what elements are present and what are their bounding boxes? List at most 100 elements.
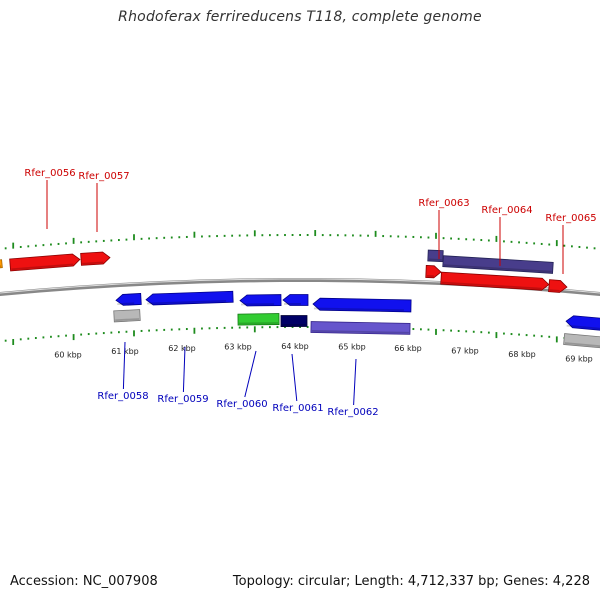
gene-arrow-shade: [428, 258, 442, 261]
gene-arrow-shade: [117, 302, 135, 306]
minor-tick: [50, 243, 52, 246]
gene-leader-line: [182, 346, 186, 393]
major-tick: [435, 232, 437, 239]
gene-arrow-shade: [282, 324, 307, 326]
minor-tick: [231, 326, 234, 329]
minor-tick: [118, 331, 120, 334]
minor-tick: [246, 326, 249, 329]
gene-arrow: [565, 315, 600, 332]
minor-tick: [518, 333, 520, 336]
gene-arrow: [237, 313, 280, 326]
gene-leader-line: [122, 341, 126, 390]
gene-arrow-shade: [426, 274, 434, 278]
minor-tick: [397, 235, 400, 238]
gene-label: Rfer_0062: [327, 407, 378, 418]
outer-tick-row: [4, 230, 596, 250]
minor-tick: [19, 245, 22, 248]
minor-tick: [19, 338, 22, 341]
minor-tick: [284, 234, 286, 237]
gene-arrow-shade: [311, 330, 409, 334]
gene-arrow-shade: [549, 289, 560, 292]
minor-tick: [185, 235, 188, 238]
minor-tick: [87, 333, 90, 336]
gene-arrow: [80, 251, 111, 266]
minor-tick: [216, 327, 218, 330]
minor-tick: [299, 234, 301, 236]
gene-label: Rfer_0057: [78, 171, 129, 182]
major-tick: [253, 326, 256, 333]
minor-tick: [284, 326, 286, 329]
gene-label: Rfer_0065: [545, 213, 596, 224]
kbp-scale-label: 64 kbp: [281, 342, 309, 351]
minor-tick: [465, 330, 468, 333]
minor-tick: [480, 331, 483, 334]
minor-tick: [578, 245, 581, 248]
minor-tick: [306, 326, 309, 329]
gene-arrow-shade: [284, 303, 302, 305]
minor-tick: [382, 235, 385, 238]
minor-tick: [450, 329, 452, 332]
minor-tick: [238, 326, 241, 329]
minor-tick: [427, 236, 430, 239]
minor-tick: [223, 326, 226, 329]
minor-tick: [201, 235, 203, 238]
gene-arrow: [9, 253, 81, 272]
minor-tick: [42, 244, 45, 247]
gene-arrow-shade: [82, 261, 104, 265]
gene-arrow: [280, 315, 308, 327]
gene-arrow: [440, 271, 550, 291]
genome-stats: Topology: circular; Length: 4,712,337 bp…: [232, 574, 590, 589]
minor-tick: [269, 326, 271, 329]
minor-tick: [389, 235, 392, 238]
gene-arrow-shade: [115, 318, 140, 322]
minor-tick: [148, 237, 150, 240]
gene-arrow-shade: [239, 322, 279, 325]
minor-tick: [548, 335, 551, 338]
minor-tick: [155, 237, 158, 240]
kbp-scale-label: 68 kbp: [508, 350, 536, 359]
minor-tick: [261, 234, 264, 237]
minor-tick: [329, 234, 332, 237]
major-tick: [72, 334, 75, 341]
major-tick: [495, 235, 498, 242]
accession-info: Accession: NC_007908: [10, 574, 158, 589]
gene-arrow: [0, 259, 3, 269]
minor-tick: [510, 240, 513, 243]
minor-tick: [178, 236, 181, 239]
major-tick: [72, 237, 75, 244]
minor-tick: [27, 337, 30, 340]
minor-tick: [185, 328, 188, 331]
minor-tick: [487, 239, 490, 242]
gene-label: Rfer_0061: [272, 403, 323, 414]
minor-tick: [110, 239, 113, 242]
minor-tick: [57, 335, 60, 338]
minor-tick: [208, 327, 211, 330]
minor-tick: [472, 330, 475, 333]
major-tick: [12, 338, 15, 345]
kbp-scale-label: 66 kbp: [394, 344, 422, 353]
gene-arrow-shade: [443, 264, 552, 273]
minor-tick: [321, 234, 324, 237]
minor-tick: [178, 328, 181, 331]
minor-tick: [291, 234, 294, 237]
minor-tick: [420, 328, 422, 331]
minor-tick: [540, 335, 543, 338]
minor-tick: [548, 243, 551, 246]
minor-tick: [57, 242, 60, 245]
minor-tick: [80, 241, 83, 244]
minor-tick: [571, 245, 573, 248]
major-tick: [555, 240, 558, 247]
minor-tick: [427, 328, 430, 331]
minor-tick: [344, 234, 347, 237]
gene-arrow-shade: [313, 307, 404, 312]
minor-tick: [306, 234, 309, 237]
major-tick: [193, 327, 196, 334]
major-tick: [374, 230, 377, 237]
minor-tick: [163, 236, 166, 239]
gene-label: Rfer_0056: [24, 168, 75, 179]
gene-label: Rfer_0058: [97, 391, 148, 402]
gene-leader-line: [353, 358, 357, 406]
minor-tick: [420, 236, 422, 239]
minor-tick: [170, 328, 173, 331]
gene-arrow-shade: [11, 263, 74, 271]
